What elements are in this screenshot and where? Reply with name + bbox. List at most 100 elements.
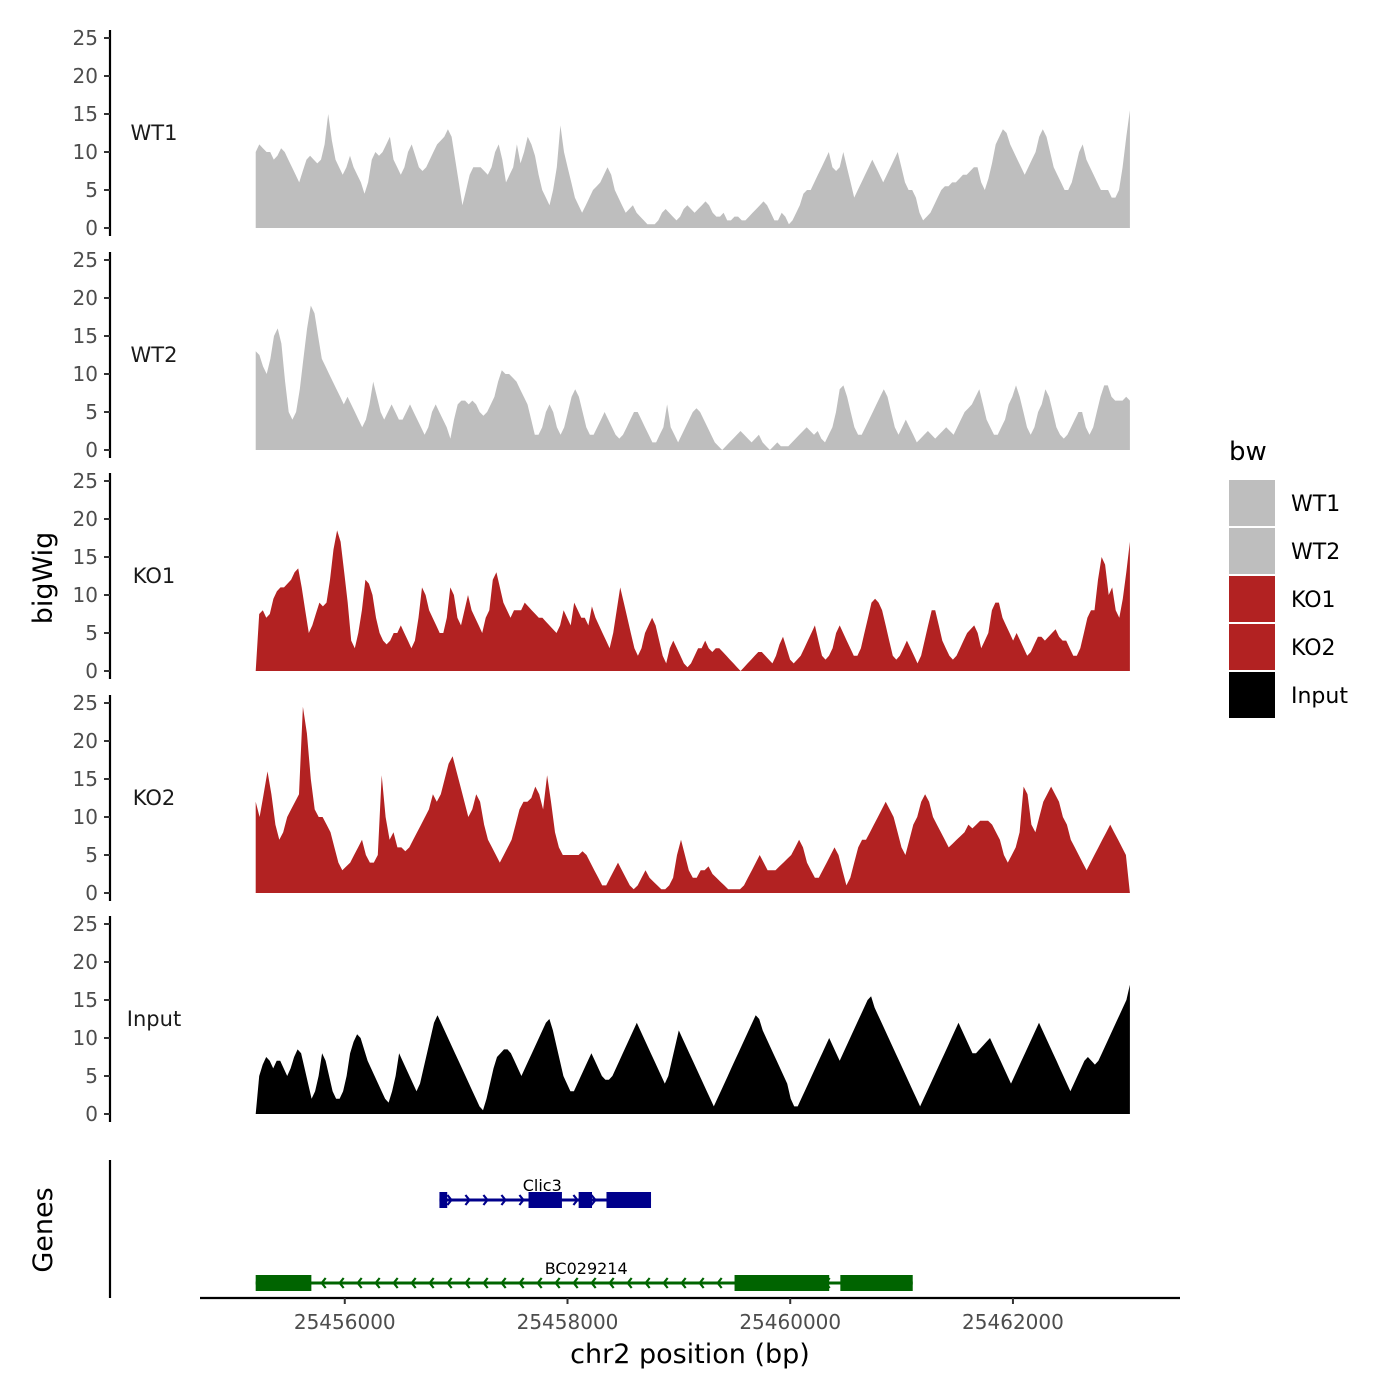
legend-swatch xyxy=(1229,576,1275,622)
coverage-tracks: 0 5 10 15 20 25 WT1 0 5 10 15 20 25 WT2 0 5 10 15 20 25 KO1 0… xyxy=(73,26,1130,1126)
strand-arrow xyxy=(500,1194,507,1206)
y-tick-label: 10 xyxy=(73,805,98,829)
strand-arrow xyxy=(482,1277,489,1289)
strand-arrow xyxy=(446,1194,453,1206)
strand-arrow xyxy=(338,1277,345,1289)
strand-arrow xyxy=(518,1277,525,1289)
gene-annotation-panel: Clic3 BC029214 xyxy=(108,1160,913,1298)
y-tick-label: 15 xyxy=(73,988,98,1012)
y-tick-label: 0 xyxy=(85,438,98,462)
legend-swatch xyxy=(1229,480,1275,526)
legend-item-ko1: KO1 xyxy=(1229,576,1336,622)
y-tick-label: 25 xyxy=(73,26,98,50)
track-input: 0 5 10 15 20 25 Input xyxy=(73,912,1130,1126)
legend-label: Input xyxy=(1291,684,1348,709)
area-ko1 xyxy=(255,530,1130,671)
track-ko2: 0 5 10 15 20 25 KO2 xyxy=(73,691,1130,905)
track-label: WT1 xyxy=(131,121,178,145)
strand-arrow xyxy=(662,1277,669,1289)
strand-arrow xyxy=(482,1194,489,1206)
exon xyxy=(439,1192,448,1208)
y-tick-label: 15 xyxy=(73,102,98,126)
strand-arrow xyxy=(356,1277,363,1289)
legend-item-ko2: KO2 xyxy=(1229,624,1336,670)
y-tick-label: 5 xyxy=(85,400,98,424)
y-tick-label: 25 xyxy=(73,912,98,936)
y-axis-title: bigWig xyxy=(28,532,59,625)
y-tick-label: 25 xyxy=(73,469,98,493)
strand-arrow xyxy=(374,1277,381,1289)
legend-swatch xyxy=(1229,672,1275,718)
strand-arrow xyxy=(464,1194,471,1206)
legend-item-input: Input xyxy=(1229,672,1348,718)
legend-item-wt2: WT2 xyxy=(1229,528,1340,574)
strand-arrow xyxy=(500,1277,507,1289)
genes-panel-label: Genes xyxy=(28,1187,59,1272)
strand-arrow xyxy=(716,1277,723,1289)
y-tick-label: 20 xyxy=(73,729,98,753)
y-tick-label: 20 xyxy=(73,64,98,88)
gene-label: Clic3 xyxy=(523,1176,562,1195)
gene-label: BC029214 xyxy=(545,1259,628,1278)
y-tick-label: 15 xyxy=(73,324,98,348)
legend: WT1 WT2 KO1 KO2 Input xyxy=(1229,480,1348,718)
exon xyxy=(840,1275,913,1291)
strand-arrow xyxy=(572,1277,579,1289)
exon xyxy=(255,1275,312,1291)
y-tick-label: 25 xyxy=(73,248,98,272)
y-tick-label: 20 xyxy=(73,286,98,310)
y-tick-label: 15 xyxy=(73,545,98,569)
x-tick-label: 25458000 xyxy=(517,1310,619,1334)
exon xyxy=(578,1192,592,1208)
y-tick-label: 20 xyxy=(73,507,98,531)
strand-arrow xyxy=(410,1277,417,1289)
y-tick-label: 15 xyxy=(73,767,98,791)
x-tick-label: 25460000 xyxy=(739,1310,841,1334)
legend-label: KO1 xyxy=(1291,588,1336,613)
legend-item-wt1: WT1 xyxy=(1229,480,1340,526)
exon xyxy=(606,1192,652,1208)
legend-label: WT2 xyxy=(1291,540,1340,565)
strand-arrow xyxy=(626,1277,633,1289)
strand-arrow xyxy=(644,1277,651,1289)
legend-title: bw xyxy=(1229,437,1267,467)
track-wt2: 0 5 10 15 20 25 WT2 xyxy=(73,248,1130,462)
y-tick-label: 20 xyxy=(73,950,98,974)
y-tick-label: 10 xyxy=(73,1026,98,1050)
strand-arrow xyxy=(392,1277,399,1289)
strand-arrow xyxy=(590,1194,597,1206)
strand-arrow xyxy=(554,1277,561,1289)
y-tick-label: 5 xyxy=(85,621,98,645)
exon xyxy=(528,1192,562,1208)
y-tick-label: 0 xyxy=(85,659,98,683)
legend-label: WT1 xyxy=(1291,492,1340,517)
track-label: KO2 xyxy=(133,786,176,810)
legend-label: KO2 xyxy=(1291,636,1336,661)
y-tick-label: 10 xyxy=(73,140,98,164)
track-label: KO1 xyxy=(133,564,176,588)
strand-arrow xyxy=(608,1277,615,1289)
strand-arrow xyxy=(698,1277,705,1289)
strand-arrow xyxy=(590,1277,597,1289)
x-tick-label: 25456000 xyxy=(294,1310,396,1334)
y-tick-label: 10 xyxy=(73,362,98,386)
y-tick-label: 5 xyxy=(85,178,98,202)
track-ko1: 0 5 10 15 20 25 KO1 xyxy=(73,469,1130,683)
strand-arrow xyxy=(536,1277,543,1289)
strand-arrow xyxy=(680,1277,687,1289)
y-tick-label: 25 xyxy=(73,691,98,715)
x-axis-title: chr2 position (bp) xyxy=(570,1339,810,1370)
area-ko2 xyxy=(255,706,1130,893)
y-tick-label: 0 xyxy=(85,1102,98,1126)
track-label: WT2 xyxy=(131,343,178,367)
gene-bc029214: BC029214 xyxy=(255,1259,913,1291)
y-tick-label: 5 xyxy=(85,843,98,867)
track-label: Input xyxy=(127,1007,181,1031)
strand-arrow xyxy=(320,1277,327,1289)
strand-arrow xyxy=(428,1277,435,1289)
gene-clic3: Clic3 xyxy=(439,1176,652,1208)
strand-arrow xyxy=(464,1277,471,1289)
legend-swatch xyxy=(1229,624,1275,670)
strand-arrow xyxy=(518,1194,525,1206)
x-axis: 25456000 25458000 25460000 25462000 xyxy=(200,1296,1180,1334)
